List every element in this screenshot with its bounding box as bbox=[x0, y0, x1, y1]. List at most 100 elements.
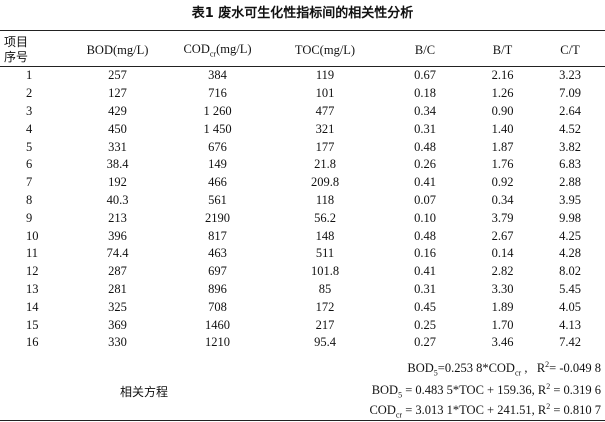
table-cell: 384 bbox=[208, 68, 227, 83]
table-row: 16 330 1210 95.4 0.27 3.46 7.42 bbox=[0, 334, 605, 352]
table-cell: 561 bbox=[208, 192, 227, 207]
table-cell: 2.67 bbox=[491, 228, 514, 243]
table-cell: 7.09 bbox=[559, 86, 581, 101]
table-cell: 0.92 bbox=[491, 175, 514, 190]
table-cell: 2.82 bbox=[491, 264, 514, 279]
table-cell: 4.25 bbox=[559, 228, 581, 243]
table-cell: 148 bbox=[315, 228, 335, 243]
table-cell: 95.4 bbox=[314, 335, 336, 350]
table-cell: 8 bbox=[26, 192, 33, 207]
top-rule bbox=[0, 30, 605, 31]
table-cell: 708 bbox=[208, 299, 227, 314]
table-cell: 0.34 bbox=[491, 192, 514, 207]
table-cell: 3 bbox=[26, 103, 33, 118]
subscript: cr bbox=[209, 49, 217, 59]
table-cell: 10 bbox=[26, 228, 39, 243]
table-cell: 396 bbox=[108, 228, 127, 243]
table-cell: 2.88 bbox=[559, 175, 581, 190]
header-text: COD bbox=[183, 41, 210, 56]
table-cell: 14 bbox=[26, 299, 39, 314]
equations-label: 相关方程 bbox=[120, 385, 169, 399]
table-cell: 0.14 bbox=[491, 246, 514, 261]
table-cell: 2 bbox=[26, 86, 33, 101]
table-row: 10 396 817 148 0.48 2.67 4.25 bbox=[0, 227, 605, 245]
table-cell: 257 bbox=[108, 68, 127, 83]
table-row: 1 257 384 119 0.67 2.16 3.23 bbox=[0, 67, 605, 85]
table-cell: 4 bbox=[26, 121, 33, 136]
table-cell: 0.45 bbox=[414, 299, 436, 314]
table-cell: 101.8 bbox=[310, 264, 340, 279]
table-cell: 1.26 bbox=[491, 86, 514, 101]
header-cell: 项目 序号 bbox=[0, 34, 70, 67]
table-cell: 127 bbox=[108, 86, 127, 101]
table-cell: 209.8 bbox=[310, 175, 340, 190]
table-cell: 0.16 bbox=[414, 246, 436, 261]
equation: CODcr = 3.013 1*TOC + 241.51, R2 = 0.810… bbox=[369, 402, 601, 420]
table-row: 4 450 1 450 321 0.31 1.40 4.52 bbox=[0, 120, 605, 138]
table-row: 14 325 708 172 0.45 1.89 4.05 bbox=[0, 298, 605, 316]
table-cell: 149 bbox=[208, 157, 227, 172]
subscript: cr bbox=[395, 410, 403, 420]
table-cell: 331 bbox=[108, 139, 127, 154]
table-cell: 429 bbox=[108, 103, 127, 118]
eq-text: = 0.483 5*TOC + 159.36, R bbox=[402, 383, 547, 398]
table-cell: 697 bbox=[208, 264, 227, 279]
table-cell: 6.83 bbox=[559, 157, 581, 172]
table-cell: 0.34 bbox=[414, 103, 436, 118]
table-cell: 0.90 bbox=[491, 103, 514, 118]
subscript: cr bbox=[514, 368, 522, 378]
table-cell: 6 bbox=[26, 157, 33, 172]
table-cell: 56.2 bbox=[314, 210, 336, 225]
equation: BOD5=0.253 8*CODcr , R2= -0.049 8 bbox=[407, 360, 601, 378]
table-cell: 287 bbox=[108, 264, 127, 279]
header-text: 项目 bbox=[4, 35, 29, 49]
table-cell: 192 bbox=[108, 175, 127, 190]
table-cell: 2.16 bbox=[491, 68, 514, 83]
table-cell: 0.18 bbox=[414, 86, 436, 101]
table-cell: 0.26 bbox=[414, 157, 436, 172]
table-cell: 325 bbox=[108, 299, 127, 314]
table-cell: 16 bbox=[26, 335, 39, 350]
table-cell: 1.40 bbox=[491, 121, 514, 136]
table-cell: 0.41 bbox=[414, 264, 436, 279]
table-cell: 321 bbox=[315, 121, 335, 136]
table-row: 8 40.3 561 118 0.07 0.34 3.95 bbox=[0, 192, 605, 210]
subscript: 5 bbox=[398, 390, 403, 400]
table-cell: 1.89 bbox=[491, 299, 514, 314]
table-cell: 3.23 bbox=[559, 68, 581, 83]
table-cell: 0.41 bbox=[414, 175, 436, 190]
table-cell: 13 bbox=[26, 281, 39, 296]
eq-text: BOD bbox=[407, 361, 434, 376]
table-cell: 8.02 bbox=[559, 264, 581, 279]
table-cell: 463 bbox=[208, 246, 227, 261]
table-cell: 0.48 bbox=[414, 228, 436, 243]
title: 表1 废水可生化性指标间的相关性分析 bbox=[191, 6, 414, 21]
superscript: 2 bbox=[546, 382, 551, 391]
table-cell: 1 bbox=[26, 68, 33, 83]
table-cell: 4.13 bbox=[559, 317, 581, 332]
table-cell: 7 bbox=[26, 175, 33, 190]
table-row: 2 127 716 101 0.18 1.26 7.09 bbox=[0, 85, 605, 103]
table-cell: 330 bbox=[108, 335, 127, 350]
table-cell: 3.46 bbox=[491, 335, 514, 350]
table-cell: 38.4 bbox=[106, 157, 129, 172]
table-row: 11 74.4 463 511 0.16 0.14 4.28 bbox=[0, 245, 605, 263]
table-cell: 5.45 bbox=[559, 281, 581, 296]
table-cell: 5 bbox=[26, 139, 33, 154]
eq-text: = 3.013 1*TOC + 241.51, R bbox=[402, 403, 547, 418]
table-cell: 11 bbox=[26, 246, 39, 261]
subscript: 5 bbox=[433, 368, 438, 378]
table-cell: 716 bbox=[208, 86, 227, 101]
header-row: 项目 序号 BOD(mg/L) CODcr(mg/L) TOC(mg/L) B/C… bbox=[0, 34, 605, 67]
table-cell: 4.52 bbox=[559, 121, 581, 136]
eq-text: = 0.810 7 bbox=[550, 403, 601, 418]
table-cell: 1 450 bbox=[203, 121, 232, 136]
table: 项目 序号 BOD(mg/L) CODcr(mg/L) TOC(mg/L) B/C… bbox=[0, 34, 605, 352]
header-cell: B/T bbox=[470, 34, 535, 67]
eq-text: =0.253 8*COD bbox=[437, 361, 515, 376]
table-cell: 466 bbox=[208, 175, 227, 190]
table-cell: 1.76 bbox=[491, 157, 514, 172]
header-cell: BOD(mg/L) bbox=[70, 34, 165, 67]
table-cell: 0.10 bbox=[414, 210, 436, 225]
eq-text: BOD bbox=[371, 383, 399, 398]
